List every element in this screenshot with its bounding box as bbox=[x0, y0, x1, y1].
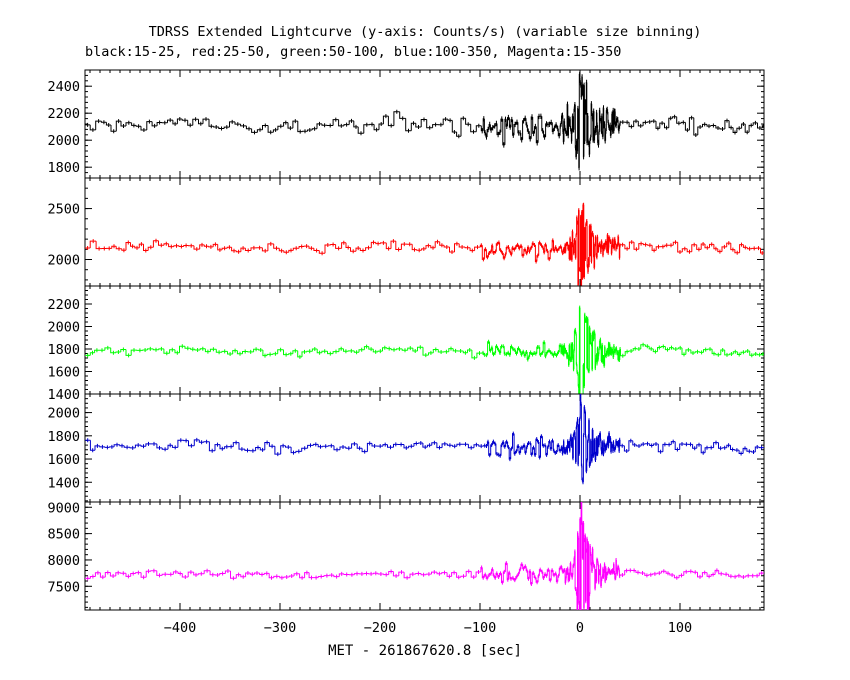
series-15-350 bbox=[85, 502, 764, 610]
x-tick-label: 100 bbox=[668, 620, 692, 636]
panel-25-50: 2000 2500 bbox=[47, 177, 765, 287]
y-tick-label: 2500 bbox=[47, 202, 80, 218]
panel-50-100: 1400 1600 1800 2000 2200 bbox=[47, 285, 765, 403]
y-tick-label: 1400 bbox=[47, 475, 80, 491]
y-tick-label: 1400 bbox=[47, 387, 80, 403]
y-tick-label: 2000 bbox=[47, 406, 80, 422]
y-tick-label: 1800 bbox=[47, 342, 80, 358]
panel-frame bbox=[84, 501, 765, 611]
y-tick-label: 8500 bbox=[47, 527, 80, 543]
panel-100-350: 1400 1600 1800 2000 bbox=[47, 393, 765, 503]
y-tick-label: 2200 bbox=[47, 297, 80, 313]
x-tick-label: −100 bbox=[464, 620, 497, 636]
x-axis: −400 −300 −200 −100 0 100 bbox=[164, 620, 692, 636]
y-tick-label: 9000 bbox=[47, 500, 80, 516]
x-tick-label: −400 bbox=[164, 620, 197, 636]
panel-15-25: 1800 2000 2200 2400 bbox=[47, 69, 765, 179]
series-100-350 bbox=[85, 394, 764, 485]
x-axis-label: MET - 261867620.8 [sec] bbox=[328, 643, 522, 659]
panel-frame bbox=[84, 285, 765, 395]
panel-15-350: 7500 8000 8500 9000 bbox=[47, 500, 765, 611]
y-tick-label: 2400 bbox=[47, 79, 80, 95]
y-tick-label: 2000 bbox=[47, 253, 80, 269]
series-15-25 bbox=[85, 71, 764, 171]
panel-frame bbox=[84, 393, 765, 503]
x-tick-label: −300 bbox=[264, 620, 297, 636]
chart-title: TDRSS Extended Lightcurve (y-axis: Count… bbox=[148, 24, 702, 40]
y-tick-label: 1800 bbox=[47, 160, 80, 176]
chart-subtitle: black:15-25, red:25-50, green:50-100, bl… bbox=[85, 44, 622, 60]
y-tick-label: 2000 bbox=[47, 320, 80, 336]
x-tick-label: 0 bbox=[576, 620, 584, 636]
series-50-100 bbox=[85, 305, 764, 394]
y-tick-label: 1600 bbox=[47, 452, 80, 468]
y-tick-label: 8000 bbox=[47, 553, 80, 569]
series-25-50 bbox=[85, 202, 764, 286]
y-tick-label: 1800 bbox=[47, 429, 80, 445]
panels-layer: 1800200022002400200025001400160018002000… bbox=[47, 69, 765, 611]
y-tick-label: 7500 bbox=[47, 579, 80, 595]
panel-frame bbox=[84, 177, 765, 287]
y-tick-label: 2000 bbox=[47, 133, 80, 149]
y-tick-label: 2200 bbox=[47, 106, 80, 122]
y-tick-label: 1600 bbox=[47, 365, 80, 381]
x-tick-label: −200 bbox=[364, 620, 397, 636]
